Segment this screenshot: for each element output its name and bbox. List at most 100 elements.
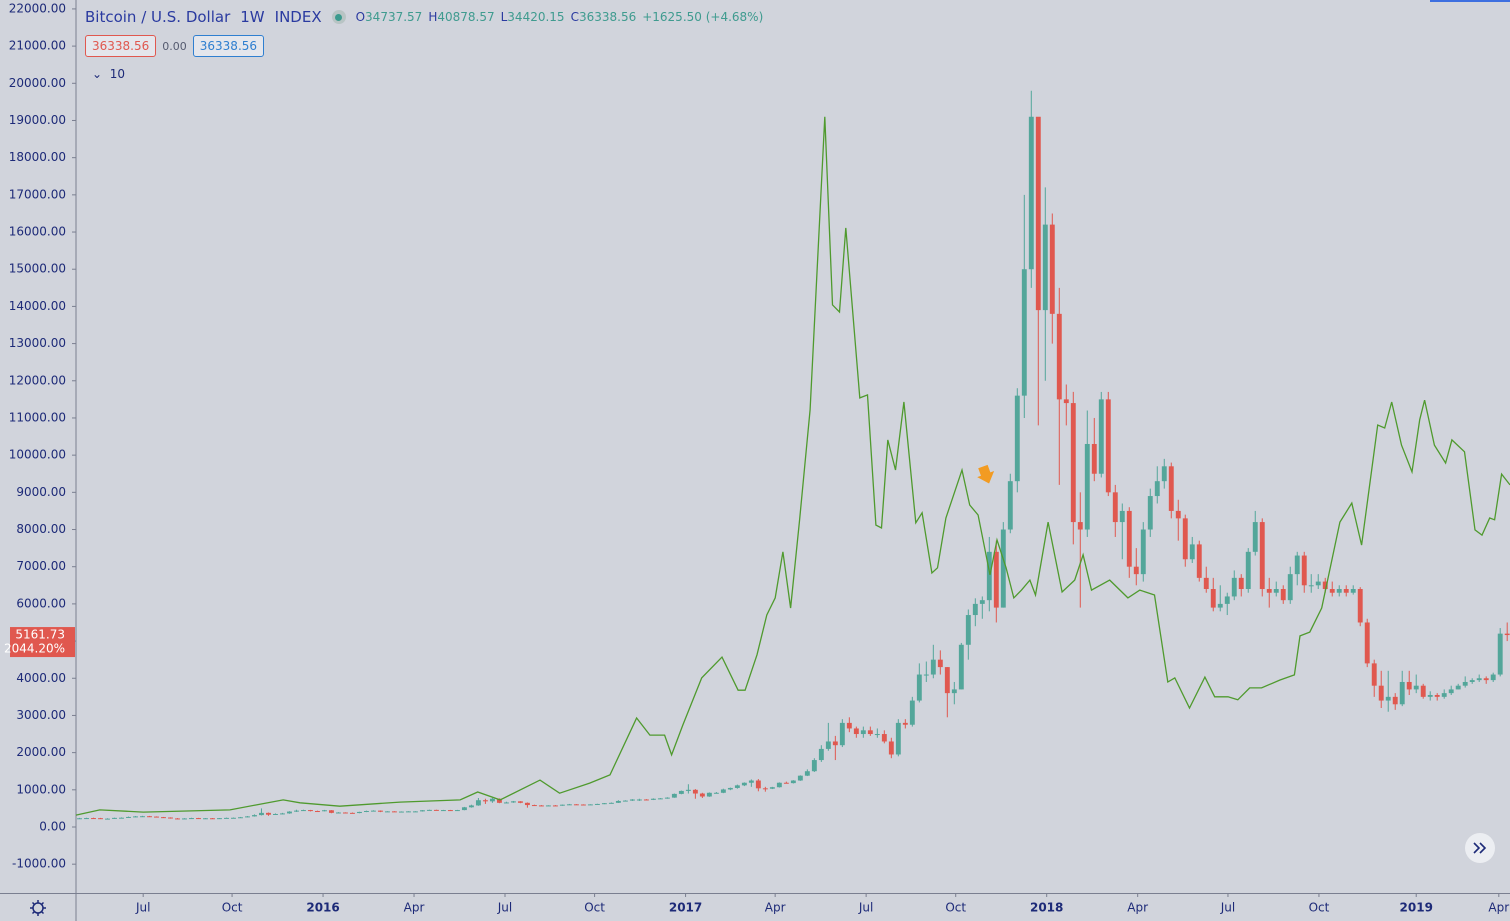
y-tick-label: 9000.00 — [16, 485, 66, 499]
candle-body — [895, 722, 901, 755]
candle-body — [398, 811, 404, 813]
candle-body — [287, 811, 292, 814]
candle-body — [587, 804, 593, 806]
candle-body — [811, 760, 817, 772]
candle-body — [741, 782, 747, 786]
candle-body — [888, 741, 894, 755]
settings-icon[interactable] — [30, 900, 46, 916]
candle-body — [1441, 693, 1447, 697]
candle-body — [734, 785, 740, 788]
candle-body — [636, 799, 642, 801]
candle-body — [1252, 522, 1258, 552]
candle-body — [671, 793, 677, 798]
candle-body — [1266, 589, 1272, 593]
candle-body — [1238, 577, 1244, 590]
status-dot — [331, 10, 346, 24]
candle-body — [986, 551, 992, 601]
candle-body — [370, 810, 376, 812]
candle-body — [832, 741, 838, 746]
candle-body — [133, 816, 138, 818]
candle-body — [944, 667, 950, 694]
candle-body — [853, 728, 859, 735]
candle-body — [846, 722, 852, 729]
y-tick-label: 21000.00 — [9, 39, 66, 53]
candle-body — [762, 788, 768, 790]
candle-body — [1203, 577, 1209, 590]
candle-body — [881, 734, 887, 742]
x-tick-label: Jul — [1220, 901, 1235, 915]
spread: 0.00 — [162, 39, 187, 53]
x-tick-label: Oct — [222, 901, 243, 915]
candle-body — [1399, 681, 1405, 705]
candle-body — [349, 812, 355, 814]
x-tick-label: 2016 — [306, 901, 339, 915]
candle-body — [405, 811, 411, 813]
x-tick-label: Apr — [765, 901, 786, 915]
candle-body — [1224, 596, 1230, 604]
symbol-header: Bitcoin / U.S. Dollar 1W INDEX O34737.57… — [85, 8, 763, 26]
candle-body — [916, 674, 922, 701]
candle-body — [930, 659, 936, 675]
candle-body — [517, 801, 523, 803]
y-tick-label: 11000.00 — [9, 410, 66, 424]
candle-body — [874, 734, 880, 736]
candle-body — [545, 805, 551, 807]
candle-body — [231, 817, 236, 819]
x-tick-label: Apr — [404, 901, 425, 915]
candle-body — [91, 818, 96, 820]
candle-body — [1175, 510, 1181, 519]
last-price-box — [10, 627, 75, 658]
plot-area — [75, 90, 1510, 820]
candle-body — [1063, 399, 1069, 404]
annotation-arrow — [977, 464, 995, 484]
candle-body — [1469, 680, 1475, 682]
y-tick-label: 1000.00 — [16, 782, 66, 796]
candle-body — [1490, 674, 1496, 681]
candle-body — [510, 801, 516, 803]
buy-box[interactable]: 36338.56 — [192, 35, 265, 57]
candle-body — [1434, 694, 1440, 697]
candle-body — [1371, 663, 1377, 686]
candle-body — [1385, 696, 1391, 701]
candle-body — [1504, 633, 1510, 636]
candle-body — [1336, 589, 1342, 593]
candle-body — [601, 803, 607, 805]
candle-body — [1196, 544, 1202, 578]
candle-body — [643, 799, 649, 801]
candle-body — [678, 790, 684, 794]
indicator-toggle[interactable]: ⌄ 10 — [92, 67, 125, 81]
candle-body — [140, 816, 145, 818]
candle-body — [419, 810, 425, 812]
candle-body — [685, 789, 691, 791]
candle-body — [342, 812, 348, 814]
candle-body — [238, 817, 243, 819]
candle-body — [769, 787, 775, 789]
candle-body — [224, 817, 229, 819]
candle-body — [328, 810, 334, 813]
x-tick-label: Jul — [135, 901, 150, 915]
candle-body — [1294, 555, 1300, 575]
indicator-value: 10 — [109, 67, 125, 81]
sell-box[interactable]: 36338.56 — [85, 35, 157, 57]
ohlc-item: C36338.56 — [571, 10, 637, 24]
candle-body — [126, 816, 131, 818]
y-tick-label: 19000.00 — [9, 113, 66, 127]
candle-body — [119, 817, 124, 819]
candle-body — [1301, 555, 1307, 586]
candle-body — [1007, 481, 1013, 530]
candle-body — [475, 800, 481, 806]
scroll-to-end-button[interactable] — [1465, 833, 1495, 863]
y-tick-label: 8000.00 — [16, 522, 66, 536]
ohlc-key: C — [570, 10, 579, 24]
candle-body — [210, 818, 215, 820]
y-tick-label: 20000.00 — [9, 76, 66, 90]
candle-body — [189, 818, 194, 820]
x-tick-label: Apr — [1488, 901, 1509, 915]
candle-body — [391, 811, 397, 813]
candle-body — [363, 811, 369, 813]
candle-body — [713, 792, 719, 794]
ohlc-value: 34420.15 — [507, 10, 565, 24]
